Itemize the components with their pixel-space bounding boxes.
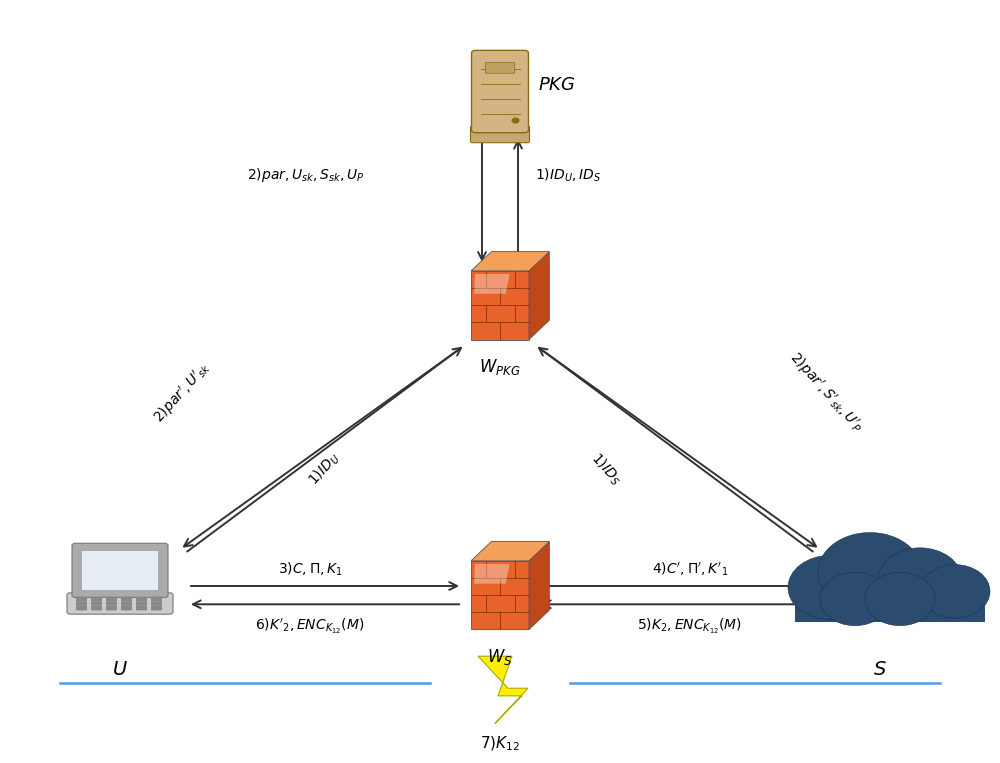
Polygon shape bbox=[471, 561, 529, 629]
FancyBboxPatch shape bbox=[151, 597, 162, 601]
Circle shape bbox=[865, 572, 935, 626]
FancyBboxPatch shape bbox=[91, 597, 102, 601]
Polygon shape bbox=[474, 564, 510, 584]
Polygon shape bbox=[478, 656, 528, 723]
Text: $4)C',\Pi',K'_1$: $4)C',\Pi',K'_1$ bbox=[652, 561, 728, 578]
FancyBboxPatch shape bbox=[121, 601, 132, 606]
Text: $5)K_2,ENC_{K_{12}}(M)$: $5)K_2,ENC_{K_{12}}(M)$ bbox=[637, 617, 743, 636]
Text: $7)K_{12}$: $7)K_{12}$ bbox=[480, 735, 520, 753]
FancyBboxPatch shape bbox=[72, 543, 168, 597]
FancyBboxPatch shape bbox=[76, 606, 87, 610]
Text: $1)ID_U,ID_S$: $1)ID_U,ID_S$ bbox=[535, 167, 601, 184]
Circle shape bbox=[878, 548, 962, 612]
Polygon shape bbox=[795, 588, 985, 622]
Polygon shape bbox=[529, 542, 549, 629]
Circle shape bbox=[512, 118, 520, 124]
Circle shape bbox=[920, 565, 990, 618]
FancyBboxPatch shape bbox=[121, 606, 132, 610]
Polygon shape bbox=[471, 542, 549, 561]
FancyBboxPatch shape bbox=[76, 601, 87, 606]
Text: $2)par,U_{sk},S_{sk},U_P$: $2)par,U_{sk},S_{sk},U_P$ bbox=[247, 166, 365, 185]
FancyBboxPatch shape bbox=[67, 593, 173, 614]
FancyBboxPatch shape bbox=[136, 597, 147, 601]
Text: $PKG$: $PKG$ bbox=[538, 76, 576, 95]
Text: $3)C,\Pi,K_1$: $3)C,\Pi,K_1$ bbox=[278, 561, 342, 578]
FancyBboxPatch shape bbox=[106, 606, 117, 610]
FancyBboxPatch shape bbox=[91, 606, 102, 610]
Text: $2)par',U'_{sk}$: $2)par',U'_{sk}$ bbox=[151, 359, 215, 427]
Text: $2)par',S'_{sk},U'_P$: $2)par',S'_{sk},U'_P$ bbox=[785, 349, 866, 436]
FancyBboxPatch shape bbox=[471, 126, 530, 143]
Text: $1)ID_U$: $1)ID_U$ bbox=[305, 449, 343, 489]
FancyBboxPatch shape bbox=[121, 597, 132, 601]
Text: $W_{PKG}$: $W_{PKG}$ bbox=[479, 357, 521, 377]
Polygon shape bbox=[471, 271, 529, 340]
FancyBboxPatch shape bbox=[472, 50, 528, 133]
Text: $S$: $S$ bbox=[873, 660, 887, 679]
Text: $W_S$: $W_S$ bbox=[487, 647, 513, 667]
Text: $1)ID_S$: $1)ID_S$ bbox=[587, 449, 625, 489]
FancyBboxPatch shape bbox=[136, 601, 147, 606]
FancyBboxPatch shape bbox=[151, 601, 162, 606]
Polygon shape bbox=[474, 274, 510, 294]
Text: $6)K'_2,ENC_{K_{12}}(M)$: $6)K'_2,ENC_{K_{12}}(M)$ bbox=[255, 617, 365, 636]
FancyBboxPatch shape bbox=[151, 606, 162, 610]
FancyBboxPatch shape bbox=[91, 601, 102, 606]
FancyBboxPatch shape bbox=[76, 597, 87, 601]
FancyBboxPatch shape bbox=[82, 551, 158, 590]
Polygon shape bbox=[529, 252, 549, 340]
Circle shape bbox=[818, 533, 922, 612]
FancyBboxPatch shape bbox=[106, 601, 117, 606]
FancyBboxPatch shape bbox=[136, 606, 147, 610]
Polygon shape bbox=[471, 252, 549, 271]
Text: $U$: $U$ bbox=[112, 660, 128, 679]
Circle shape bbox=[820, 572, 890, 626]
FancyBboxPatch shape bbox=[485, 63, 515, 73]
FancyBboxPatch shape bbox=[106, 597, 117, 601]
Circle shape bbox=[788, 555, 872, 620]
